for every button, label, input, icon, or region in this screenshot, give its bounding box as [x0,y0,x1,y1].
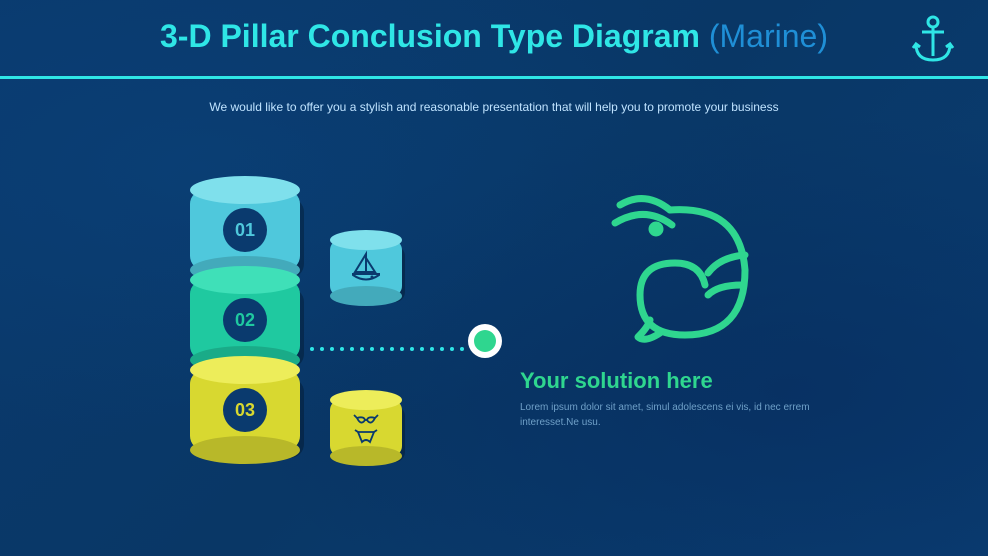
pillar-03-number: 03 [223,388,267,432]
pillar-02: 02 [190,280,300,360]
pillar-01: 01 [190,190,300,270]
title-main: 3-D Pillar Conclusion Type Diagram [160,18,700,54]
small-cyl-sailboat [330,240,402,296]
shrimp-icon [590,185,770,360]
connector-endpoint [468,324,502,358]
connector-dots [310,340,470,342]
anchor-icon [908,14,958,69]
subtitle-text: We would like to offer you a stylish and… [0,100,988,114]
connector-endpoint-inner [474,330,496,352]
small-cyl-bikini [330,400,402,456]
pillar-03: 03 [190,370,300,450]
title-divider [0,76,988,79]
bikini-icon [348,410,384,446]
solution-body: Lorem ipsum dolor sit amet, simul adoles… [520,400,820,430]
pillar-01-number: 01 [223,208,267,252]
sailboat-icon [348,250,384,286]
solution-title: Your solution here [520,368,713,394]
pillar-02-number: 02 [223,298,267,342]
title-sub: (Marine) [700,18,828,54]
slide-title: 3-D Pillar Conclusion Type Diagram (Mari… [0,18,988,55]
